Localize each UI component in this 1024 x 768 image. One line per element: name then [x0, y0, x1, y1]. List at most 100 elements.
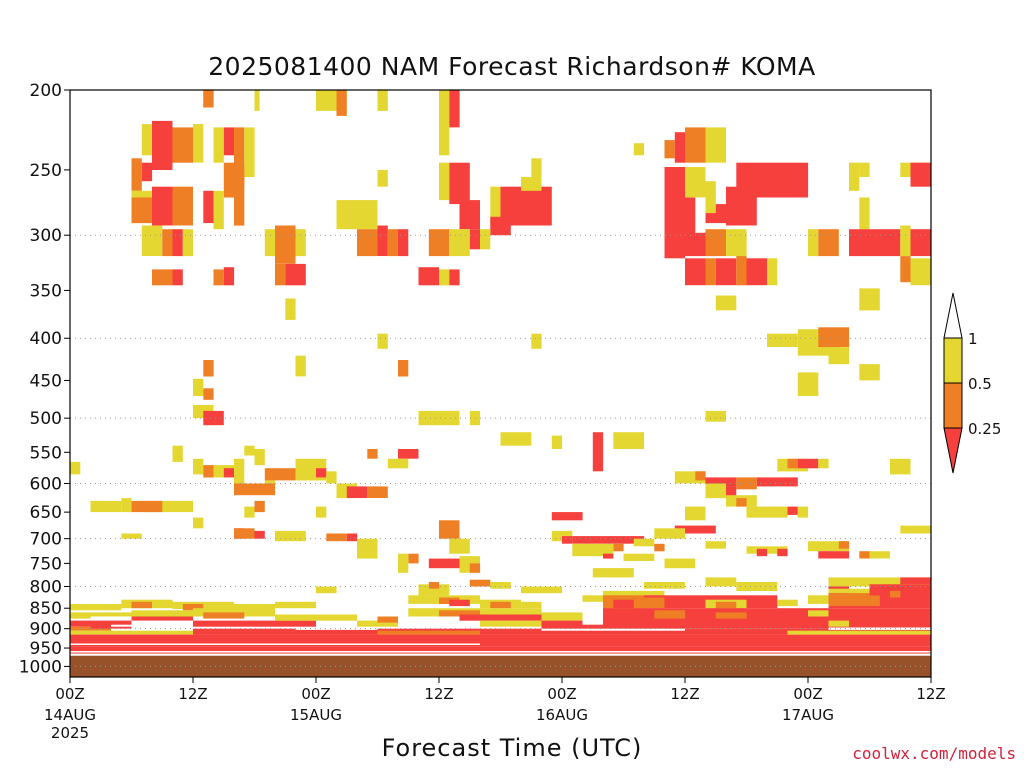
heatmap-cell-high — [715, 295, 737, 311]
heatmap-cell-high — [808, 610, 829, 617]
heatmap-cell-low — [685, 197, 696, 236]
heatmap-cell-high — [316, 506, 327, 518]
heatmap-cell-high — [439, 90, 450, 156]
heatmap-cell-high — [777, 599, 798, 607]
source-credit: coolwx.com/models — [852, 744, 1016, 763]
heatmap-cell-mid — [439, 520, 460, 539]
heatmap-cell-high — [469, 410, 481, 426]
heatmap-cell-high — [859, 162, 870, 177]
heatmap-cell-low — [592, 432, 604, 472]
heatmap-cell-high — [900, 225, 911, 256]
heatmap-cell-mid — [715, 612, 747, 619]
heatmap-cell-mid — [152, 269, 173, 286]
heatmap-cell-low — [316, 468, 327, 478]
heatmap-cell-mid — [736, 498, 747, 507]
heatmap-cell-low — [849, 229, 901, 257]
heatmap-cell-high — [490, 186, 501, 226]
heatmap-cell-high — [859, 288, 880, 311]
heatmap-cell-low — [705, 477, 737, 487]
heatmap-cell-high — [808, 541, 849, 552]
heatmap-cell-mid — [131, 197, 152, 224]
heatmap-cell-high — [551, 530, 573, 542]
heatmap-cell-mid — [357, 229, 378, 257]
heatmap-cell-high — [377, 90, 388, 111]
colorbar-label: 0.5 — [968, 375, 992, 393]
heatmap-cell-high — [193, 124, 204, 163]
heatmap-cell-high — [336, 200, 378, 230]
chart-title: 2025081400 NAM Forecast Richardson# KOMA — [208, 52, 816, 81]
y-tick-label: 400 — [30, 329, 62, 349]
heatmap-cell-high — [541, 612, 583, 621]
heatmap-cell-high — [633, 143, 645, 156]
heatmap-cell-high — [808, 595, 829, 604]
heatmap-cell-high — [377, 169, 388, 187]
heatmap-cell-high — [582, 595, 603, 602]
heatmap-cell-low — [787, 506, 798, 515]
heatmap-cell-low — [746, 595, 778, 609]
heatmap-cell-low — [910, 229, 931, 257]
heatmap-cell-high — [736, 582, 778, 591]
heatmap-cell-high — [531, 333, 542, 349]
heatmap-cell-high — [767, 258, 778, 286]
heatmap-cell-high — [70, 604, 122, 611]
heatmap-cell-high — [213, 127, 224, 163]
heatmap-cell-mid — [377, 630, 480, 635]
heatmap-cell-mid — [203, 465, 214, 478]
heatmap-cell-low — [428, 558, 460, 569]
heatmap-cell-mid — [654, 610, 686, 619]
heatmap-cell-high — [193, 378, 204, 396]
heatmap-cell-low — [746, 258, 767, 286]
x-year-label: 2025 — [51, 724, 89, 742]
heatmap-cell-mid — [367, 486, 388, 498]
heatmap-cell-high — [480, 229, 491, 250]
heatmap-cell-mid — [234, 197, 245, 226]
heatmap-cell-low — [193, 628, 931, 635]
heatmap-cell-low — [582, 624, 603, 631]
heatmap-cell-mid — [234, 483, 275, 496]
heatmap-cell-mid — [213, 269, 224, 286]
heatmap-cell-mid — [203, 360, 214, 377]
heatmap-cell-high — [521, 586, 562, 594]
colorbar-extend-top — [943, 292, 963, 339]
heatmap-cell-mid — [275, 263, 286, 286]
heatmap-cell-high — [490, 582, 511, 589]
heatmap-cell-low — [910, 162, 931, 187]
heatmap-cell-high — [797, 372, 819, 396]
heatmap-cell-high — [295, 229, 306, 257]
heatmap-cell-high — [70, 612, 91, 619]
heatmap-cell-high — [623, 553, 655, 561]
heatmap-cell-low — [715, 258, 737, 286]
heatmap-cell-low — [346, 533, 358, 542]
heatmap-cell-mid — [469, 563, 481, 573]
heatmap-cell-low — [203, 410, 224, 426]
heatmap-cell-high — [449, 538, 470, 554]
heatmap-cell-low — [152, 120, 173, 170]
heatmap-cell-high — [418, 584, 450, 596]
heatmap-cell-high — [131, 610, 193, 617]
heatmap-cell-high — [869, 551, 890, 559]
heatmap-cell-high — [418, 410, 460, 426]
heatmap-cell-mid — [654, 543, 665, 552]
heatmap-cell-low — [449, 269, 460, 286]
heatmap-cell-high — [521, 177, 542, 191]
heatmap-cell-high — [654, 528, 686, 539]
heatmap-cell-mid — [736, 477, 757, 490]
heatmap-cell-mid — [234, 528, 255, 539]
heatmap-cell-mid — [172, 127, 193, 163]
x-date-label: 14AUG — [44, 706, 96, 724]
heatmap-cell-low — [572, 536, 645, 544]
heatmap-cell-high — [285, 298, 296, 320]
x-tick-label: 00Z — [55, 685, 84, 703]
heatmap-cell-high — [316, 586, 337, 594]
heatmap-cell-low — [685, 232, 706, 257]
x-date-label: 16AUG — [536, 706, 588, 724]
heatmap-cell-mid — [644, 597, 665, 609]
y-tick-label: 1000 — [19, 657, 62, 677]
heatmap-cell-low — [90, 620, 132, 629]
heatmap-cell-low — [70, 620, 91, 627]
heatmap-cell-low — [346, 486, 368, 498]
heatmap-cell-mid — [695, 471, 706, 481]
heatmap-cell-high — [193, 517, 204, 529]
x-tick-label: 12Z — [424, 685, 453, 703]
